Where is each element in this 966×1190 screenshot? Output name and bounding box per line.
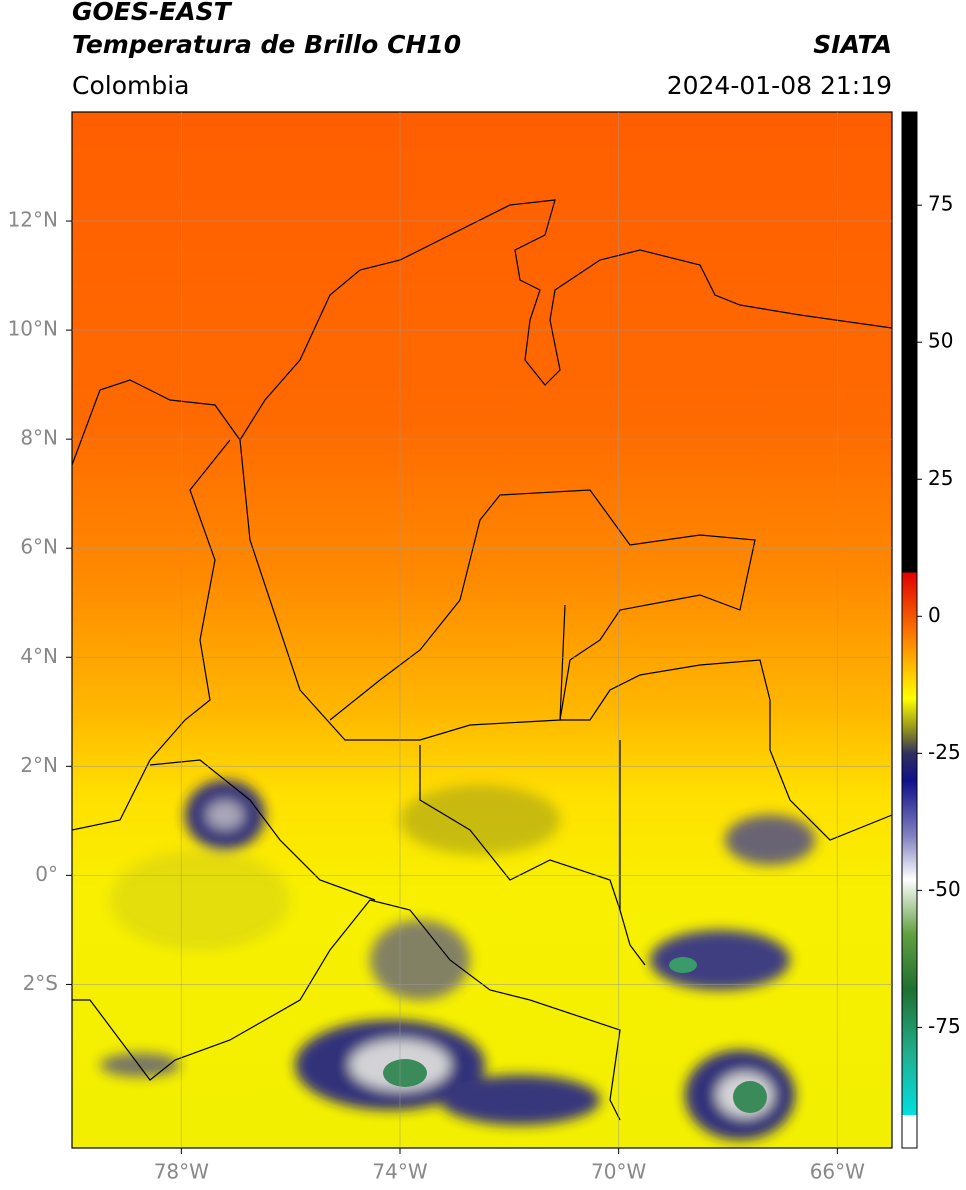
y-tick-label: 0° <box>35 862 58 886</box>
region: Colombia <box>72 71 189 100</box>
x-tick-label: 78°W <box>154 1160 209 1184</box>
x-tick-label: 74°W <box>372 1160 427 1184</box>
datetime: 2024-01-08 21:19 <box>667 71 892 100</box>
map-image <box>72 112 892 1148</box>
title: GOES-EAST <box>72 0 233 26</box>
colorbar-tick-label: 50 <box>928 329 953 353</box>
colorbar-tick-label: -25 <box>928 740 961 764</box>
x-tick-label: 66°W <box>810 1160 865 1184</box>
source: SIATA <box>813 30 892 59</box>
map-frame <box>71 111 893 1149</box>
colorbar-tick-label: 0 <box>928 603 941 627</box>
grid <box>72 112 892 1148</box>
colorbar-tick-label: 75 <box>928 192 953 216</box>
y-tick-label: 2°S <box>23 971 58 995</box>
y-tick-label: 2°N <box>20 753 58 777</box>
colorbar <box>901 111 918 1149</box>
y-tick-label: 10°N <box>8 317 58 341</box>
y-tick-label: 12°N <box>8 208 58 232</box>
x-tick-label: 70°W <box>591 1160 646 1184</box>
y-tick-label: 4°N <box>20 644 58 668</box>
colorbar-tick-label: -50 <box>928 877 961 901</box>
colorbar-tick-label: 25 <box>928 466 953 490</box>
y-tick-label: 8°N <box>20 426 58 450</box>
y-tick-label: 6°N <box>20 535 58 559</box>
subtitle: Temperatura de Brillo CH10 <box>72 30 461 59</box>
colorbar-tick-label: -75 <box>928 1014 961 1038</box>
